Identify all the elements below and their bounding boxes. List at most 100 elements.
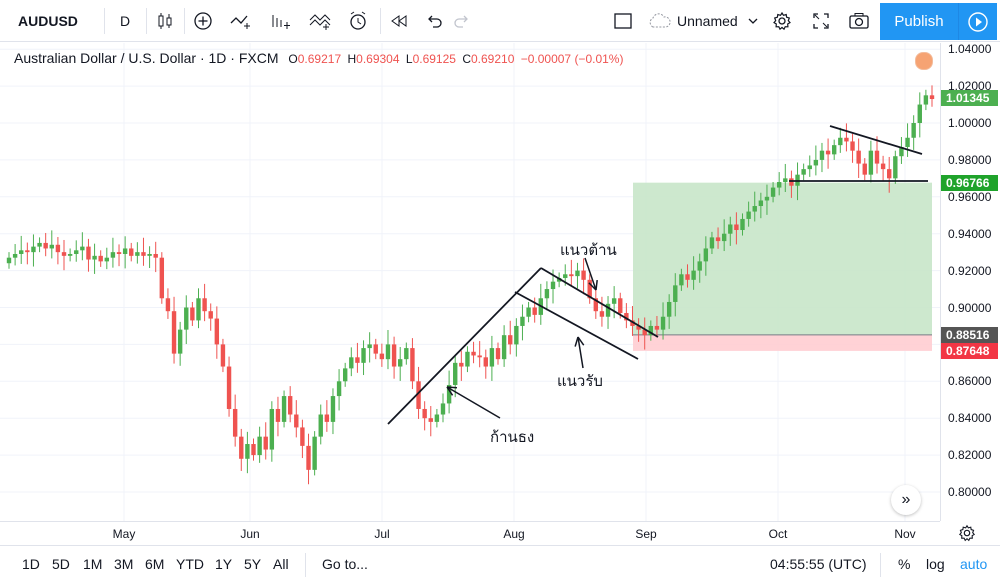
time-axis-tick-label: Nov <box>894 527 916 541</box>
range-button-all[interactable]: All <box>273 556 289 572</box>
clock-time[interactable]: 04:55:55 (UTC) <box>770 556 867 572</box>
candle-body <box>532 307 537 315</box>
candle-body <box>679 274 684 286</box>
candle-body <box>391 344 397 367</box>
range-button-1d[interactable]: 1D <box>22 556 40 572</box>
layout-menu[interactable]: Unnamed <box>646 0 766 42</box>
candle-body <box>12 253 18 258</box>
range-button-5y[interactable]: 5Y <box>244 556 262 572</box>
time-axis-tick-label: Aug <box>503 527 525 541</box>
annotation-resistance[interactable]: แนวต้าน <box>560 242 617 259</box>
candle-body <box>471 351 476 356</box>
fullscreen-icon[interactable] <box>806 0 836 42</box>
undo-icon[interactable] <box>420 0 448 42</box>
goto-button[interactable]: Go to... <box>322 556 368 572</box>
candle-body <box>874 150 880 164</box>
candle-body <box>342 368 348 382</box>
candle-body <box>581 270 586 280</box>
candle-body <box>728 224 733 234</box>
candle-body <box>177 329 183 354</box>
market-status-icon[interactable] <box>915 52 933 70</box>
candle-body <box>98 255 103 262</box>
range-button-1m[interactable]: 1M <box>83 556 103 572</box>
candle-body <box>838 137 843 146</box>
candles-icon[interactable] <box>150 0 180 42</box>
toolbar-divider <box>184 8 185 34</box>
candle-body <box>764 196 770 201</box>
chart-settings-gear-icon[interactable] <box>958 524 976 547</box>
range-button-6m[interactable]: 6M <box>145 556 165 572</box>
candle-body <box>611 298 617 304</box>
time-axis-tick-label: Jul <box>374 527 390 541</box>
candle-body <box>587 279 592 299</box>
candle-body <box>783 178 788 183</box>
annotation-support[interactable]: แนวรับ <box>557 373 603 390</box>
candle-body <box>428 418 433 422</box>
candle-body <box>220 344 226 367</box>
candle-body <box>306 445 311 470</box>
play-icon[interactable] <box>958 3 997 40</box>
range-button-3m[interactable]: 3M <box>114 556 134 572</box>
price-axis-tick-label: 0.82000 <box>948 448 992 463</box>
price-axis[interactable] <box>940 43 1000 521</box>
candle-body <box>122 248 128 254</box>
scroll-to-realtime-button[interactable]: » <box>891 485 921 515</box>
range-button-ytd[interactable]: YTD <box>176 556 204 572</box>
candle-body <box>263 436 268 450</box>
percent-toggle[interactable]: % <box>898 556 911 572</box>
candle-body <box>831 145 837 155</box>
replay-icon[interactable] <box>384 0 414 42</box>
time-axis[interactable] <box>0 521 940 543</box>
resistance-arrow <box>584 257 597 291</box>
candle-body <box>697 261 702 271</box>
compare-icon[interactable] <box>226 0 256 42</box>
candle-body <box>226 366 232 409</box>
candle-body <box>801 169 806 175</box>
entry-price-tag: 0.88516 <box>941 326 998 343</box>
annotation-flagpole[interactable]: ก้านธง <box>490 429 535 446</box>
range-button-1y[interactable]: 1Y <box>215 556 233 572</box>
fullscreen-square-icon[interactable] <box>608 0 638 42</box>
candle-body <box>239 436 244 459</box>
toolbar-divider <box>146 8 147 34</box>
candle-body <box>844 137 849 142</box>
alert-icon[interactable] <box>343 0 373 42</box>
candle-body <box>74 250 79 254</box>
candle-body <box>483 357 488 367</box>
camera-icon[interactable] <box>844 0 874 42</box>
candle-body <box>899 146 904 157</box>
candle-body <box>618 298 623 314</box>
candle-body <box>31 246 36 253</box>
candle-body <box>489 348 495 367</box>
candle-body <box>563 274 568 278</box>
auto-toggle[interactable]: auto <box>960 556 988 572</box>
layout-name: Unnamed <box>677 13 738 29</box>
indicators-plus-icon[interactable] <box>188 0 218 42</box>
stop-price-tag: 0.87648 <box>941 342 998 359</box>
candle-body <box>691 270 696 280</box>
templates-icon[interactable] <box>305 0 335 42</box>
log-toggle[interactable]: log <box>926 556 945 572</box>
interval-button[interactable]: D <box>119 13 131 29</box>
publish-button[interactable]: Publish <box>880 3 958 40</box>
candle-body <box>104 257 110 262</box>
redo-icon[interactable] <box>448 0 476 42</box>
candle-body <box>880 163 886 170</box>
candle-body <box>825 150 831 155</box>
candle-body <box>642 329 647 336</box>
candle-body <box>410 348 415 382</box>
symbol-search[interactable]: AUDUSD <box>18 13 78 29</box>
range-button-5d[interactable]: 5D <box>52 556 70 572</box>
candle-body <box>868 150 874 175</box>
candle-body <box>734 224 739 231</box>
gear-icon[interactable] <box>768 0 796 42</box>
candle-body <box>55 244 61 253</box>
time-axis-tick-label: May <box>112 527 136 541</box>
price-axis-tick-label: 1.00000 <box>948 116 992 130</box>
bar-replay-icon[interactable] <box>266 0 296 42</box>
support-arrow <box>577 336 584 369</box>
candle-body <box>287 396 293 415</box>
price-chart[interactable] <box>0 43 940 521</box>
candle-body <box>86 246 91 260</box>
candle-body <box>917 104 922 123</box>
